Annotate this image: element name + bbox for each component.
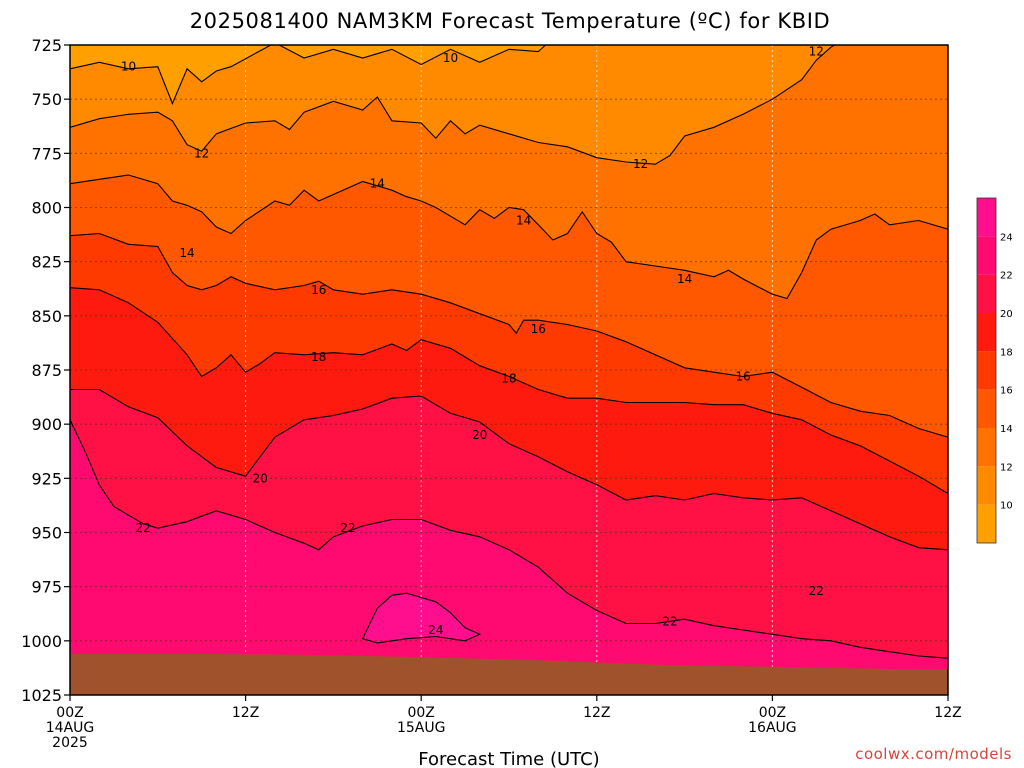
legend-label: 12 xyxy=(1000,462,1013,473)
contour-line-22 xyxy=(70,419,948,659)
y-tick-label: 925 xyxy=(31,469,62,488)
contour-lines xyxy=(70,45,948,659)
legend-swatch xyxy=(977,351,996,390)
x-tick-label: 15AUG xyxy=(397,720,446,736)
x-axis-label: Forecast Time (UTC) xyxy=(418,749,599,768)
color-legend: 10 12 14 16 18 20 22 24 xyxy=(976,197,1013,544)
y-tick-label: 975 xyxy=(31,578,62,597)
x-tick-label: 12Z xyxy=(232,705,259,721)
y-tick-label: 1025 xyxy=(21,686,62,705)
contour-label-12: 12 xyxy=(633,157,648,171)
legend-swatch xyxy=(977,428,996,467)
contour-label-20: 20 xyxy=(253,471,268,485)
x-tick-label: 00Z xyxy=(759,705,786,721)
legend-label: 22 xyxy=(1000,271,1013,282)
y-tick-label: 850 xyxy=(31,307,62,326)
contour-label-16: 16 xyxy=(531,322,546,336)
contour-line-14 xyxy=(70,174,948,300)
ground-fill xyxy=(70,653,948,695)
y-tick-label: 800 xyxy=(31,199,62,218)
contour-label-18: 18 xyxy=(311,350,326,364)
y-tick-label: 875 xyxy=(31,361,62,380)
contour-line-10 xyxy=(70,45,547,105)
legend-label: 10 xyxy=(1000,501,1013,512)
x-tick-label: 00Z xyxy=(407,705,434,721)
legend-swatch xyxy=(977,313,996,352)
y-tick-label: 825 xyxy=(31,253,62,272)
x-tick-label: 2025 xyxy=(52,735,88,751)
contour-label-22: 22 xyxy=(809,584,824,598)
chart-title: 2025081400 NAM3KM Forecast Temperature (… xyxy=(190,9,831,33)
contour-label-16: 16 xyxy=(735,370,750,384)
contour-label-10: 10 xyxy=(121,60,136,74)
grid-lines xyxy=(70,45,948,695)
legend-swatch xyxy=(977,274,996,313)
legend-swatch xyxy=(977,466,996,505)
y-tick-label: 950 xyxy=(31,524,62,543)
y-tick-label: 750 xyxy=(31,90,62,109)
contour-label-22: 22 xyxy=(136,521,151,535)
y-tick-label: 725 xyxy=(31,36,62,55)
y-tick-label: 775 xyxy=(31,144,62,163)
contour-label-10: 10 xyxy=(443,51,458,65)
legend-frame xyxy=(976,197,997,544)
y-tick-label: 1000 xyxy=(21,632,62,651)
legend-label: 20 xyxy=(1000,309,1013,320)
contour-line-12 xyxy=(70,45,836,165)
legend-label: 16 xyxy=(1000,386,1013,397)
contour-label-20: 20 xyxy=(472,428,487,442)
band-below-10 xyxy=(70,45,546,104)
x-tick-label: 16AUG xyxy=(748,720,797,736)
legend-label: 14 xyxy=(1000,424,1013,435)
plot-area: 10 10 12 12 12 14 14 14 14 16 16 16 18 18 20 20 22 22 22 22… xyxy=(70,45,948,695)
contour-label-12: 12 xyxy=(194,146,209,160)
band-below-12 xyxy=(70,45,835,165)
legend-swatch xyxy=(977,504,996,543)
credit-text: coolwx.com/models xyxy=(855,745,1012,763)
x-tick-label: 12Z xyxy=(583,705,610,721)
band-above-24 xyxy=(362,593,480,643)
contour-line-16 xyxy=(70,232,948,438)
ground-below-surface xyxy=(70,653,948,695)
contour-labels: 10 10 12 12 12 14 14 14 14 16 16 16 18 18 20 20 22 22 22 22… xyxy=(121,45,824,637)
contour-label-22: 22 xyxy=(662,614,677,628)
legend-label: 24 xyxy=(1000,232,1013,243)
y-axis: 725 750 775 800 825 850 875 900 925 950 975 1000 102… xyxy=(21,36,70,705)
contour-label-18: 18 xyxy=(501,372,516,386)
x-tick-label: 14AUG xyxy=(46,720,95,736)
x-tick-label: 12Z xyxy=(934,705,961,721)
legend-swatch xyxy=(977,236,996,275)
legend-swatch xyxy=(977,198,996,237)
contour-label-24: 24 xyxy=(428,623,443,637)
contour-label-14: 14 xyxy=(370,177,385,191)
contour-label-22: 22 xyxy=(340,521,355,535)
contour-label-14: 14 xyxy=(516,214,531,228)
contour-label-16: 16 xyxy=(311,283,326,297)
y-tick-label: 900 xyxy=(31,415,62,434)
legend-swatch xyxy=(977,389,996,428)
contour-label-14: 14 xyxy=(179,246,194,260)
contour-line-24 xyxy=(361,592,482,644)
contour-line-20 xyxy=(70,388,948,551)
contour-label-14: 14 xyxy=(677,272,692,286)
legend-label: 18 xyxy=(1000,347,1013,358)
contour-line-18 xyxy=(70,287,948,494)
contour-label-12: 12 xyxy=(809,45,824,59)
x-tick-label: 00Z xyxy=(56,705,83,721)
